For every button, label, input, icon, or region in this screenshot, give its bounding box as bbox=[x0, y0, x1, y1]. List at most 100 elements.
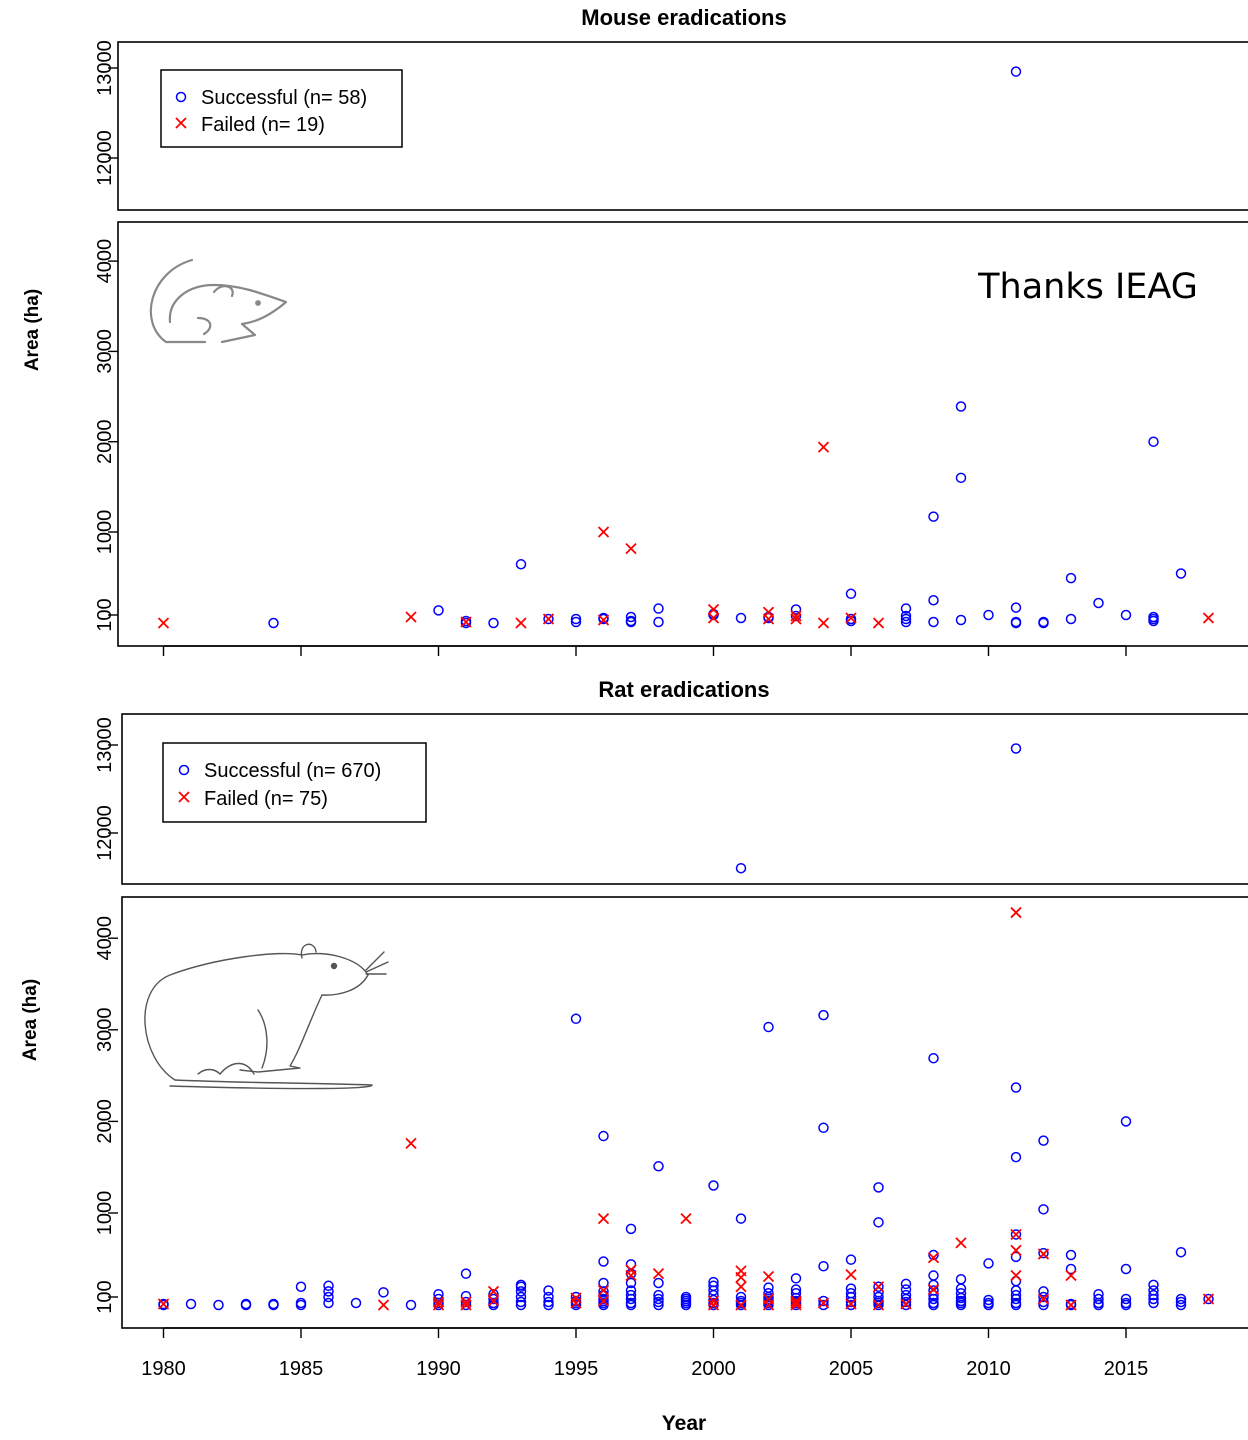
successful-point bbox=[928, 1249, 939, 1261]
successful-point bbox=[1148, 1297, 1159, 1309]
failed-point bbox=[707, 1299, 720, 1311]
successful-point bbox=[268, 617, 279, 629]
y-tick-label: 4000 bbox=[94, 239, 116, 284]
failed-point bbox=[927, 1252, 940, 1264]
successful-point bbox=[460, 1296, 472, 1308]
failed-point bbox=[817, 617, 830, 629]
successful-point bbox=[460, 1290, 472, 1302]
successful-point bbox=[1065, 572, 1077, 584]
successful-point bbox=[900, 1284, 912, 1295]
upper-plot-frame bbox=[121, 713, 1248, 885]
successful-point bbox=[928, 1297, 939, 1309]
successful-point bbox=[515, 1286, 527, 1297]
failed-point bbox=[597, 1295, 610, 1307]
successful-point bbox=[268, 1298, 279, 1310]
successful-point bbox=[845, 613, 857, 625]
successful-point bbox=[1010, 602, 1022, 613]
successful-point bbox=[790, 604, 802, 615]
x-tick-label: 1985 bbox=[279, 1358, 324, 1380]
failed-point bbox=[735, 1281, 747, 1293]
successful-point bbox=[598, 1256, 609, 1267]
successful-point bbox=[955, 1288, 967, 1299]
successful-point bbox=[1120, 1116, 1132, 1127]
successful-point bbox=[598, 612, 609, 624]
upper-plot-frame bbox=[117, 41, 1248, 211]
successful-point bbox=[928, 1279, 939, 1291]
successful-point bbox=[295, 1281, 307, 1292]
failed-point bbox=[597, 1212, 610, 1225]
successful-point bbox=[818, 1295, 829, 1307]
successful-point bbox=[790, 610, 802, 622]
successful-point bbox=[955, 614, 967, 626]
failed-point bbox=[790, 1299, 802, 1311]
failed-point bbox=[872, 1281, 885, 1293]
successful-point bbox=[1065, 1249, 1077, 1261]
successful-point bbox=[1148, 1279, 1159, 1291]
successful-point bbox=[653, 1161, 664, 1172]
successful-point bbox=[323, 1297, 334, 1309]
successful-point bbox=[763, 1282, 774, 1293]
successful-point bbox=[625, 615, 637, 627]
failed-point bbox=[790, 1295, 802, 1307]
y-tick-label: 12000 bbox=[94, 805, 116, 861]
failed-point bbox=[460, 1299, 472, 1311]
successful-point bbox=[1148, 1289, 1159, 1301]
successful-point bbox=[625, 1223, 637, 1235]
successful-point bbox=[900, 1289, 912, 1301]
successful-point bbox=[1038, 1247, 1049, 1259]
failed-point bbox=[652, 1268, 665, 1280]
successful-point bbox=[873, 1281, 884, 1292]
successful-point bbox=[323, 1286, 334, 1297]
failed-point bbox=[515, 617, 527, 629]
successful-point bbox=[625, 611, 637, 623]
successful-point bbox=[653, 1299, 664, 1311]
successful-point bbox=[955, 1274, 967, 1285]
successful-point bbox=[543, 1285, 554, 1296]
successful-point bbox=[185, 1298, 197, 1310]
successful-point bbox=[433, 1293, 444, 1305]
successful-point bbox=[790, 1284, 802, 1295]
successful-point bbox=[543, 1291, 554, 1303]
successful-point bbox=[1038, 1296, 1049, 1308]
failed-point bbox=[955, 1237, 967, 1249]
failed-point bbox=[735, 1265, 747, 1277]
successful-point bbox=[1175, 1299, 1187, 1311]
successful-point bbox=[488, 617, 499, 629]
mouse-icon bbox=[149, 258, 288, 344]
successful-point bbox=[900, 1299, 912, 1311]
successful-point bbox=[460, 1268, 472, 1279]
successful-point bbox=[1093, 1288, 1104, 1300]
successful-point bbox=[543, 1299, 554, 1311]
successful-point bbox=[378, 1287, 389, 1298]
successful-point bbox=[1093, 1293, 1104, 1305]
successful-point bbox=[570, 613, 582, 625]
failed-point bbox=[597, 614, 610, 626]
successful-point bbox=[405, 1299, 417, 1311]
successful-point bbox=[625, 1285, 637, 1296]
failed-point bbox=[872, 617, 885, 629]
y-tick-label: 100 bbox=[94, 598, 116, 631]
successful-point bbox=[900, 613, 912, 625]
successful-point bbox=[1038, 1286, 1049, 1297]
failed-point bbox=[762, 1270, 775, 1283]
successful-point bbox=[1120, 609, 1132, 621]
successful-point bbox=[983, 1297, 994, 1309]
failed-point bbox=[405, 1137, 417, 1150]
successful-point bbox=[1175, 1293, 1187, 1305]
successful-point bbox=[515, 559, 527, 570]
failed-point bbox=[157, 617, 170, 629]
successful-point bbox=[1038, 1299, 1049, 1311]
successful-point bbox=[295, 1297, 307, 1309]
successful-point bbox=[570, 616, 582, 628]
failed-point bbox=[817, 1297, 830, 1309]
y-tick-label: 12000 bbox=[94, 130, 116, 186]
x-axis bbox=[162, 645, 1127, 656]
successful-point bbox=[543, 1296, 554, 1308]
successful-point bbox=[323, 1291, 334, 1303]
successful-point bbox=[515, 1296, 527, 1308]
successful-point bbox=[955, 401, 967, 412]
successful-point bbox=[1065, 1298, 1077, 1310]
y-tick-label: 3000 bbox=[94, 1008, 116, 1053]
x-axis: 1980 1985 1990 1995 2000 2005 2010 2015 bbox=[141, 1327, 1148, 1380]
